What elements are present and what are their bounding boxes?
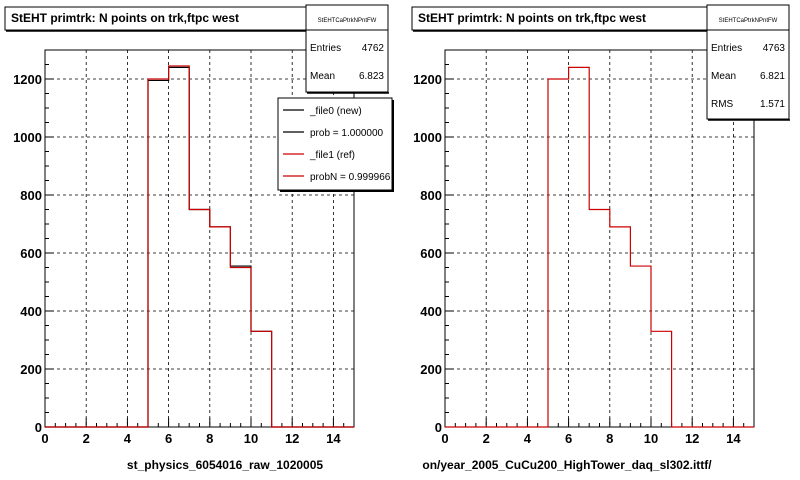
x-tick-label: 2	[483, 431, 490, 446]
histogram-series-2	[45, 65, 354, 428]
y-tick-label: 1200	[413, 72, 442, 87]
x-axis-title: on/year_2005_CuCu200_HighTower_daq_sl302…	[422, 458, 712, 472]
legend-label: prob = 1.000000	[310, 128, 384, 139]
legend-label: _file0 (new)	[309, 106, 362, 117]
y-tick-label: 1000	[13, 130, 42, 145]
x-tick-label: 12	[285, 431, 299, 446]
x-tick-label: 14	[726, 431, 741, 446]
x-tick-label: 4	[524, 431, 532, 446]
stats-label: Mean	[310, 71, 335, 82]
x-axis-title: st_physics_6054016_raw_1020005	[127, 458, 323, 472]
x-tick-label: 6	[565, 431, 572, 446]
y-tick-label: 0	[435, 420, 442, 435]
x-tick-label: 6	[165, 431, 172, 446]
stats-value: 6.823	[359, 71, 384, 82]
histogram-panel: 0 2 4 6 8 10 12 14 0 200 400 600 800 1000 1200 StEHT pr…	[411, 4, 790, 472]
legend-label: _file1 (ref)	[309, 150, 355, 161]
x-tick-label: 8	[606, 431, 613, 446]
legend-label: probN = 0.999966	[310, 172, 391, 183]
x-tick-label: 12	[685, 431, 699, 446]
legend: _file0 (new) prob = 1.000000 _file1 (ref) p…	[283, 106, 391, 183]
stats-value: 6.821	[760, 71, 785, 82]
y-tick-label: 800	[20, 188, 42, 203]
stats-label: Entries	[310, 43, 341, 54]
x-tick-label: 10	[644, 431, 658, 446]
legend-box	[277, 97, 393, 191]
stats-value: 4762	[362, 43, 385, 54]
stats-header: StEHTCaPtrkNPntFW	[318, 18, 377, 24]
stats-value: 1.571	[760, 99, 785, 110]
x-tick-label: 8	[206, 431, 213, 446]
y-tick-label: 600	[420, 246, 442, 261]
y-tick-label: 1000	[413, 130, 442, 145]
chart-title: StEHT primtrk: N points on trk,ftpc west	[11, 11, 239, 25]
y-tick-label: 600	[20, 246, 42, 261]
stats-box	[305, 4, 389, 93]
stats-label: RMS	[711, 99, 734, 110]
y-tick-label: 0	[35, 420, 42, 435]
y-tick-label: 400	[20, 304, 42, 319]
y-tick-label: 200	[20, 362, 42, 377]
x-tick-label: 0	[441, 431, 448, 446]
y-tick-label: 800	[420, 188, 442, 203]
y-tick-label: 200	[420, 362, 442, 377]
plot-frame	[444, 49, 755, 428]
x-tick-label: 4	[124, 431, 132, 446]
y-tick-label: 1200	[13, 72, 42, 87]
chart-title: StEHT primtrk: N points on trk,ftpc west	[418, 11, 646, 25]
stats-label: Mean	[711, 71, 736, 82]
x-tick-label: 0	[41, 431, 48, 446]
x-tick-label: 14	[326, 431, 341, 446]
histogram-panel: 0 2 4 6 8 10 12 14 0 200 400 600 800 1000 1200 StEHT pr…	[4, 4, 394, 472]
histogram-series-1	[445, 66, 754, 428]
stats-label: Entries	[711, 43, 742, 54]
x-tick-label: 2	[83, 431, 90, 446]
stats-value: 4763	[763, 43, 786, 54]
stats-header: StEHTCaPtrkNPntFW	[719, 18, 778, 24]
stats-box	[706, 4, 790, 120]
x-tick-label: 10	[244, 431, 258, 446]
y-tick-label: 400	[420, 304, 442, 319]
